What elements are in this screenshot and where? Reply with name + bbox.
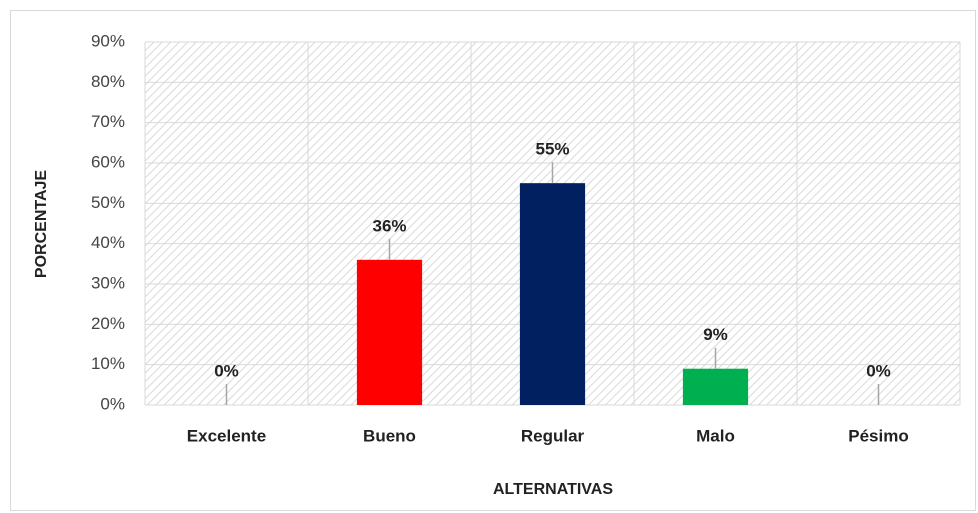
x-tick-label: Bueno — [363, 426, 416, 445]
bar — [519, 183, 586, 405]
y-tick-label: 30% — [91, 273, 125, 292]
x-tick-label: Malo — [696, 426, 735, 445]
x-axis-label: ALTERNATIVAS — [493, 481, 613, 498]
y-tick-label: 60% — [91, 152, 125, 171]
bar — [682, 368, 749, 405]
y-tick-label: 50% — [91, 193, 125, 212]
y-tick-label: 80% — [91, 72, 125, 91]
y-tick-label: 90% — [91, 31, 125, 50]
y-tick-label: 70% — [91, 112, 125, 131]
value-label: 0% — [214, 361, 239, 380]
y-tick-label: 10% — [91, 354, 125, 373]
value-label: 55% — [535, 140, 569, 159]
y-tick-label: 40% — [91, 233, 125, 252]
value-label: 9% — [703, 325, 728, 344]
value-label: 36% — [372, 216, 406, 235]
value-label: 0% — [866, 361, 891, 380]
y-axis-label: PORCENTAJE — [33, 170, 50, 278]
y-tick-label: 0% — [100, 394, 125, 413]
x-tick-label: Pésimo — [848, 426, 908, 445]
x-tick-label: Excelente — [187, 426, 266, 445]
x-tick-label: Regular — [521, 426, 585, 445]
y-tick-label: 20% — [91, 314, 125, 333]
bar — [356, 259, 423, 405]
